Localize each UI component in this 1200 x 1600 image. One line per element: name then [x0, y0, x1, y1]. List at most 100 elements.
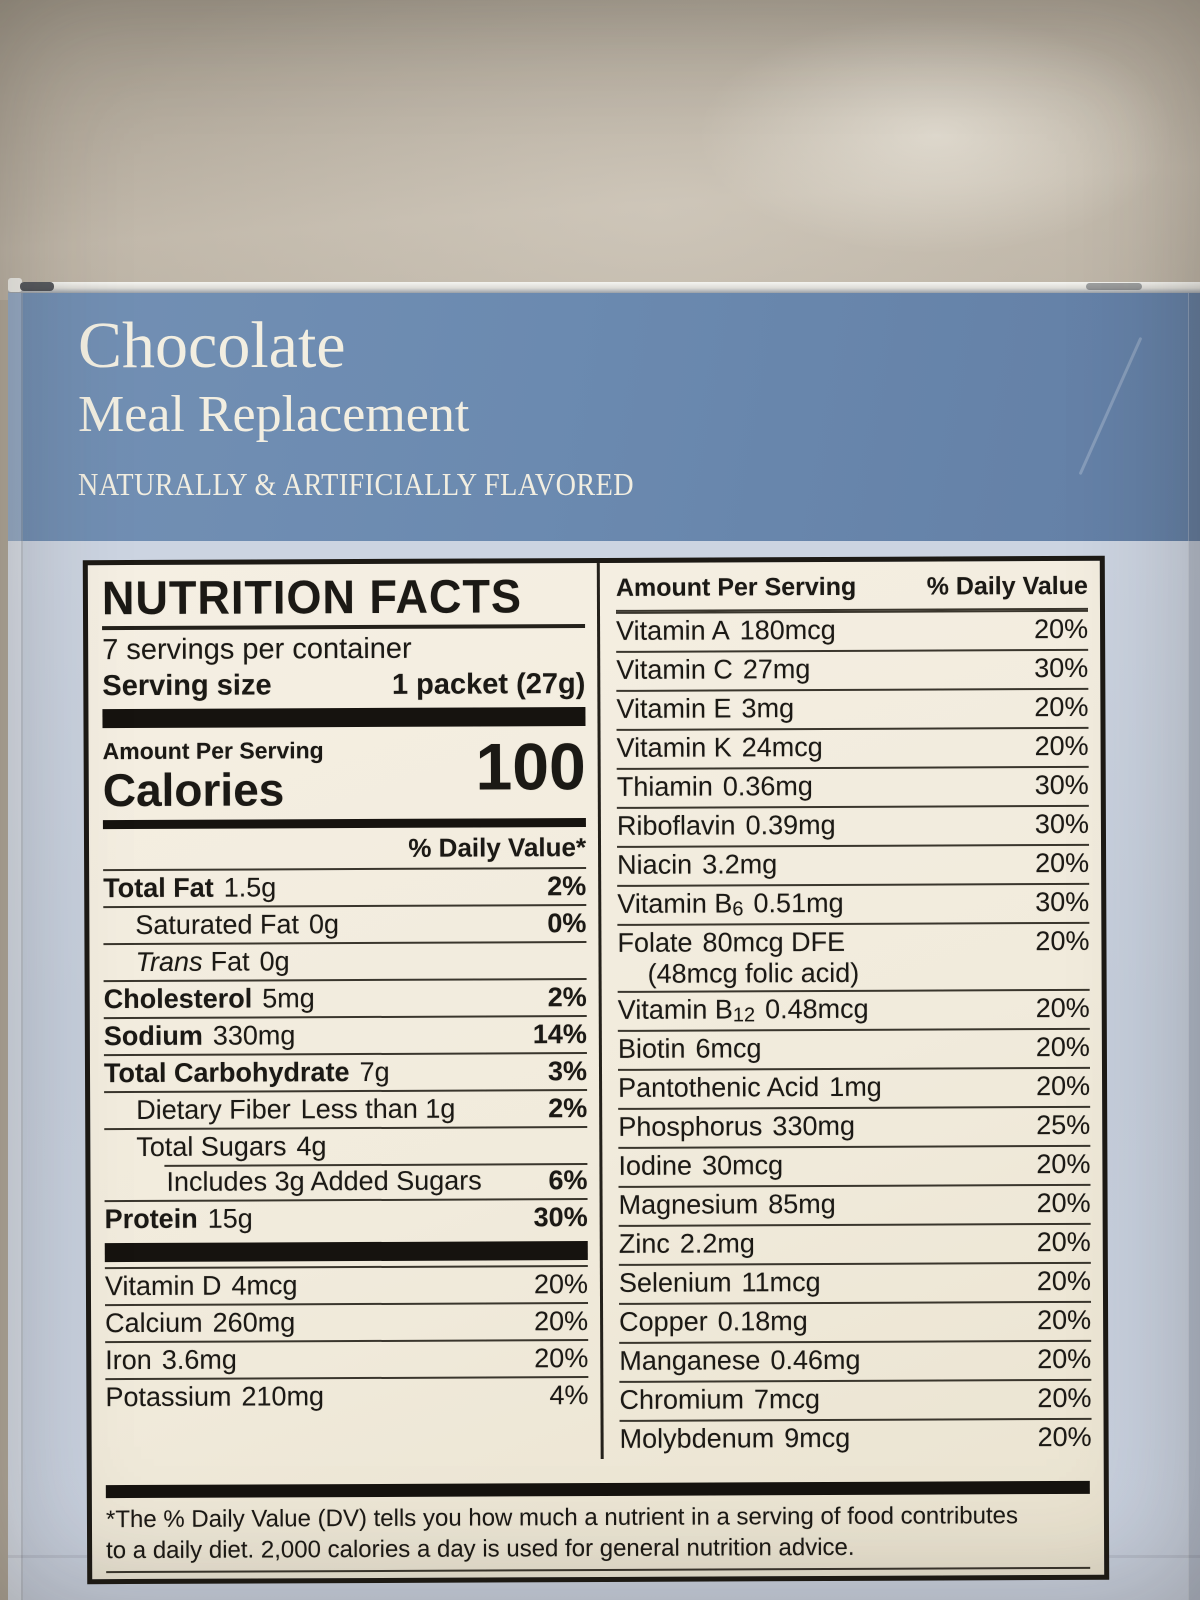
- servings-per-container: 7 servings per container: [102, 632, 412, 667]
- nutrient-amount: Less than 1g: [300, 1093, 456, 1125]
- nutrient-label: Copper 0.18mg: [619, 1306, 808, 1339]
- nutrient-line: Vitamin A 180mcg 20%: [616, 613, 1089, 648]
- nutrient-row: Thiamin 0.36mg 30%: [616, 765, 1089, 807]
- nutrient-row: Total Fat 1.5g 2%: [103, 867, 587, 907]
- nutrient-amount: 80mcg DFE: [702, 926, 846, 958]
- daily-value: 25%: [1036, 1109, 1091, 1141]
- nutrient-amount: 15g: [207, 1203, 253, 1234]
- nutrient-name: Vitamin B: [617, 888, 733, 919]
- nutrient-label: Vitamin K 24mcg: [616, 732, 823, 765]
- daily-value: 2%: [547, 982, 587, 1013]
- daily-value: 4%: [549, 1380, 589, 1411]
- nutrient-name: Saturated Fat: [135, 909, 300, 941]
- nutrient-amount: 260mg: [212, 1307, 296, 1338]
- nutrient-name: Vitamin D: [104, 1270, 222, 1302]
- daily-value: 20%: [1036, 1304, 1092, 1336]
- nutrient-name: Biotin: [617, 1033, 686, 1064]
- nutrient-label: Vitamin C 27mg: [616, 654, 811, 687]
- nutrient-row: Pantothenic Acid 1mg 20%: [618, 1066, 1091, 1108]
- nutrient-row: Magnesium 85mg 20%: [618, 1183, 1091, 1225]
- main-nutrient-rows: Total Fat 1.5g 2% Saturated Fat 0g 0% Tran…: [103, 867, 588, 1238]
- nutrient-line: Vitamin K 24mcg 20%: [616, 731, 1089, 765]
- nutrient-amount: 3mg: [741, 693, 795, 724]
- nutrient-name: Sodium: [103, 1020, 203, 1052]
- nutrient-name: Molybdenum: [619, 1423, 775, 1454]
- nutrient-amount: 0.46mg: [770, 1344, 861, 1376]
- nutrient-label: Includes 3g Added Sugars: [166, 1165, 482, 1197]
- nutrient-row: Biotin 6mcg 20%: [617, 1027, 1090, 1069]
- nutrient-line: Manganese 0.46mg 20%: [619, 1343, 1092, 1378]
- wall-background: [0, 0, 1200, 300]
- nutrient-row: Molybdenum 9mcg 20%: [619, 1417, 1092, 1459]
- product-name: Meal Replacement: [78, 386, 470, 443]
- daily-value: 20%: [1037, 1343, 1092, 1375]
- nutrient-label: Pantothenic Acid 1mg: [618, 1071, 882, 1105]
- nutrient-name: Riboflavin: [616, 810, 736, 841]
- nutrient-amount: 0.36mg: [722, 771, 813, 802]
- nutrient-label: Vitamin E 3mg: [616, 693, 795, 726]
- nutrient-label: Magnesium 85mg: [619, 1189, 836, 1222]
- daily-value: 20%: [533, 1269, 589, 1300]
- nutrient-name: Vitamin K: [616, 732, 732, 763]
- daily-value: 20%: [1035, 925, 1090, 957]
- nutrient-label: Iron 3.6mg: [105, 1344, 237, 1376]
- nutrient-amount: 3.2mg: [702, 849, 778, 880]
- nutrient-row: Protein 15g 30%: [104, 1198, 588, 1238]
- nutrient-line: Vitamin B12 0.48mcg 20%: [617, 993, 1090, 1027]
- nutrient-label: Total Sugars 4g: [136, 1131, 327, 1162]
- nutrient-line: Riboflavin 0.39mg 30%: [616, 808, 1089, 843]
- daily-value: 30%: [1034, 808, 1089, 840]
- daily-value: 3%: [547, 1056, 588, 1087]
- nutrient-row: Vitamin E 3mg 20%: [616, 687, 1089, 729]
- nutrient-name: Potassium: [105, 1381, 232, 1413]
- nutrient-line: Folate 80mcg DFE 20%: [617, 925, 1090, 960]
- nutrient-note: (48mcg folic acid): [647, 957, 860, 989]
- nutrient-row: Dietary Fiber Less than 1g 2%: [104, 1089, 588, 1129]
- nutrient-name-italic: Trans: [135, 946, 203, 978]
- nutrient-label: Manganese 0.46mg: [619, 1344, 861, 1378]
- nutrient-amount: 1.5g: [223, 872, 277, 903]
- right-column-header: Amount Per Serving % Daily Value: [615, 564, 1088, 612]
- nutrient-label: Niacin 3.2mg: [617, 849, 778, 882]
- nutrient-label: Biotin 6mcg: [617, 1033, 762, 1066]
- nutrient-row: Calcium 260mg 20%: [105, 1302, 589, 1342]
- nutrient-label: Folate 80mcg DFE: [617, 926, 846, 960]
- daily-value: 2%: [548, 1093, 588, 1124]
- nutrient-name: Niacin: [617, 849, 693, 880]
- nutrient-amount: 27mg: [742, 654, 811, 685]
- label-columns: NUTRITION FACTS 7 servings per container…: [88, 560, 1104, 1461]
- nutrient-line: Niacin 3.2mg 20%: [617, 848, 1089, 882]
- nutrient-row: Includes 3g Added Sugars 6%: [104, 1163, 587, 1200]
- nutrient-name: Vitamin A: [616, 615, 730, 646]
- nutrient-name: Iron: [105, 1344, 152, 1376]
- nutrient-row: Vitamin B12 0.48mcg 20%: [617, 988, 1090, 1030]
- nutrient-line: Selenium 11mcg 20%: [618, 1266, 1091, 1300]
- nutrient-label: Molybdenum 9mcg: [619, 1423, 851, 1456]
- nutrient-name: Includes 3g Added Sugars: [166, 1165, 482, 1197]
- nutrient-amount: 210mg: [241, 1381, 325, 1412]
- nutrient-name: Selenium: [618, 1267, 732, 1298]
- daily-value: 20%: [534, 1306, 589, 1337]
- nutrition-facts-title: NUTRITION FACTS: [101, 569, 523, 625]
- daily-value: 6%: [548, 1165, 588, 1196]
- nutrient-label: Protein 15g: [105, 1203, 253, 1234]
- nutrient-amount: 0.39mg: [745, 809, 836, 841]
- nutrient-name: Vitamin B: [617, 994, 733, 1025]
- nutrient-amount: 4mcg: [231, 1270, 298, 1301]
- nutrient-amount: 4g: [296, 1131, 327, 1162]
- nutrient-line: Vitamin C 27mg 30%: [616, 653, 1088, 687]
- nutrient-row: Iodine 30mcg 20%: [618, 1144, 1091, 1186]
- nutrient-label: Thiamin 0.36mg: [617, 771, 813, 804]
- nutrient-amount: 1mg: [829, 1071, 882, 1102]
- daily-value: 20%: [534, 1343, 589, 1374]
- nutrient-amount: 0g: [308, 909, 340, 940]
- nutrient-name: Folate: [617, 927, 693, 958]
- calories-block: Amount Per Serving Calories 100: [103, 729, 586, 816]
- nutrient-label: Potassium 210mg: [105, 1381, 325, 1413]
- daily-value: 20%: [1033, 613, 1089, 645]
- nutrient-row: Potassium 210mg 4%: [105, 1376, 589, 1416]
- nutrient-label: Sodium 330mg: [103, 1020, 296, 1052]
- nutrient-row: Iron 3.6mg 20%: [105, 1339, 589, 1379]
- nutrient-row: Total Carbohydrate 7g 3%: [103, 1052, 588, 1092]
- nutrient-amount: 11mcg: [741, 1267, 821, 1298]
